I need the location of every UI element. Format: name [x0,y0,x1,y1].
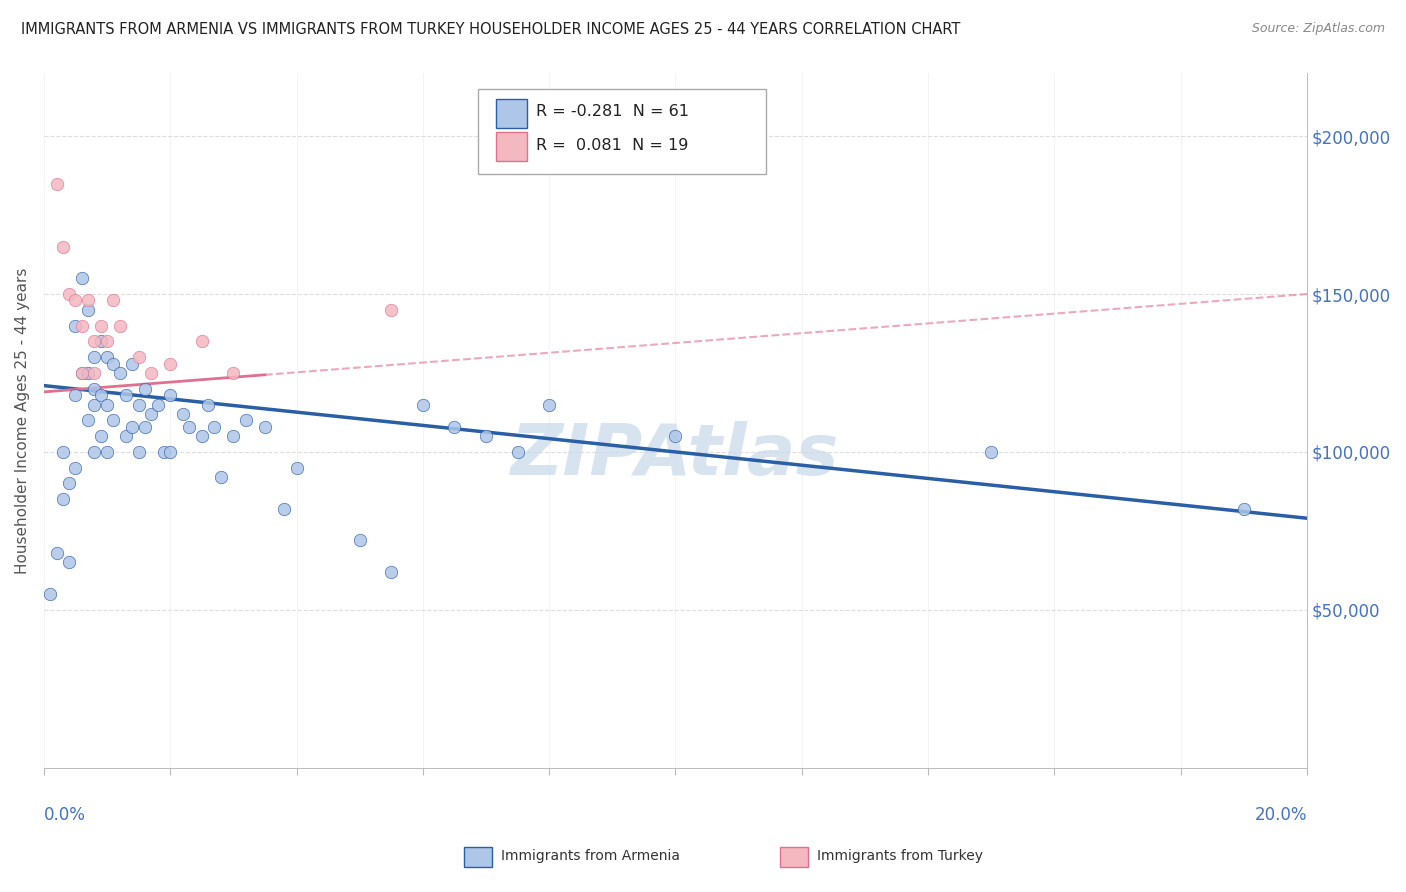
Point [90,388,112,402]
Point [52,240,75,254]
Point [65,293,87,308]
Point [65,318,87,333]
Text: ZIPAtlas: ZIPAtlas [512,421,839,490]
Point [96,334,118,349]
Point [1233,501,1256,516]
Point [83,350,105,364]
Point [159,388,181,402]
Point [83,445,105,459]
Point [349,533,371,548]
Point [70,366,93,380]
Point [108,366,131,380]
Point [58,476,80,491]
Point [96,398,118,412]
Point [45,177,67,191]
Point [128,398,150,412]
Point [134,382,156,396]
Point [90,318,112,333]
Point [191,429,214,443]
Point [128,350,150,364]
Point [134,419,156,434]
Point [108,318,131,333]
Text: IMMIGRANTS FROM ARMENIA VS IMMIGRANTS FROM TURKEY HOUSEHOLDER INCOME AGES 25 - 4: IMMIGRANTS FROM ARMENIA VS IMMIGRANTS FR… [21,22,960,37]
Point [159,357,181,371]
Point [253,419,276,434]
Point [191,334,214,349]
Point [90,429,112,443]
Point [52,492,75,507]
Text: Immigrants from Armenia: Immigrants from Armenia [501,849,679,863]
Point [58,287,80,301]
Point [39,587,62,601]
Point [141,366,163,380]
Point [58,556,80,570]
Point [153,445,176,459]
Point [103,293,125,308]
Point [77,413,100,427]
Point [475,429,498,443]
Point [52,445,75,459]
Point [45,546,67,560]
Point [222,366,245,380]
Point [77,293,100,308]
Point [115,388,138,402]
Point [172,407,194,421]
Point [380,565,402,579]
Point [146,398,169,412]
Point [202,419,225,434]
Point [285,460,308,475]
Point [128,445,150,459]
Point [159,445,181,459]
Point [380,302,402,317]
Point [96,445,118,459]
Point [103,357,125,371]
Point [980,445,1002,459]
Text: R =  0.081  N = 19: R = 0.081 N = 19 [536,138,688,153]
Point [65,460,87,475]
Point [70,271,93,285]
Point [83,366,105,380]
Point [506,445,529,459]
Point [65,388,87,402]
Point [443,419,465,434]
Point [90,334,112,349]
Point [141,407,163,421]
Text: Immigrants from Turkey: Immigrants from Turkey [817,849,983,863]
Point [538,398,561,412]
Point [273,501,295,516]
Point [83,382,105,396]
Point [70,318,93,333]
Point [209,470,232,484]
Point [83,334,105,349]
Point [115,429,138,443]
Point [77,302,100,317]
Text: 20.0%: 20.0% [1254,805,1308,824]
Point [70,366,93,380]
Point [664,429,686,443]
Point [103,413,125,427]
Point [96,350,118,364]
Text: 0.0%: 0.0% [44,805,86,824]
Point [412,398,434,412]
Point [197,398,219,412]
Text: Source: ZipAtlas.com: Source: ZipAtlas.com [1251,22,1385,36]
Point [83,398,105,412]
Point [121,357,143,371]
Point [222,429,245,443]
Point [179,419,201,434]
Point [77,366,100,380]
Text: R = -0.281  N = 61: R = -0.281 N = 61 [536,104,689,119]
Point [235,413,257,427]
Y-axis label: Householder Income Ages 25 - 44 years: Householder Income Ages 25 - 44 years [15,268,30,574]
Point [121,419,143,434]
